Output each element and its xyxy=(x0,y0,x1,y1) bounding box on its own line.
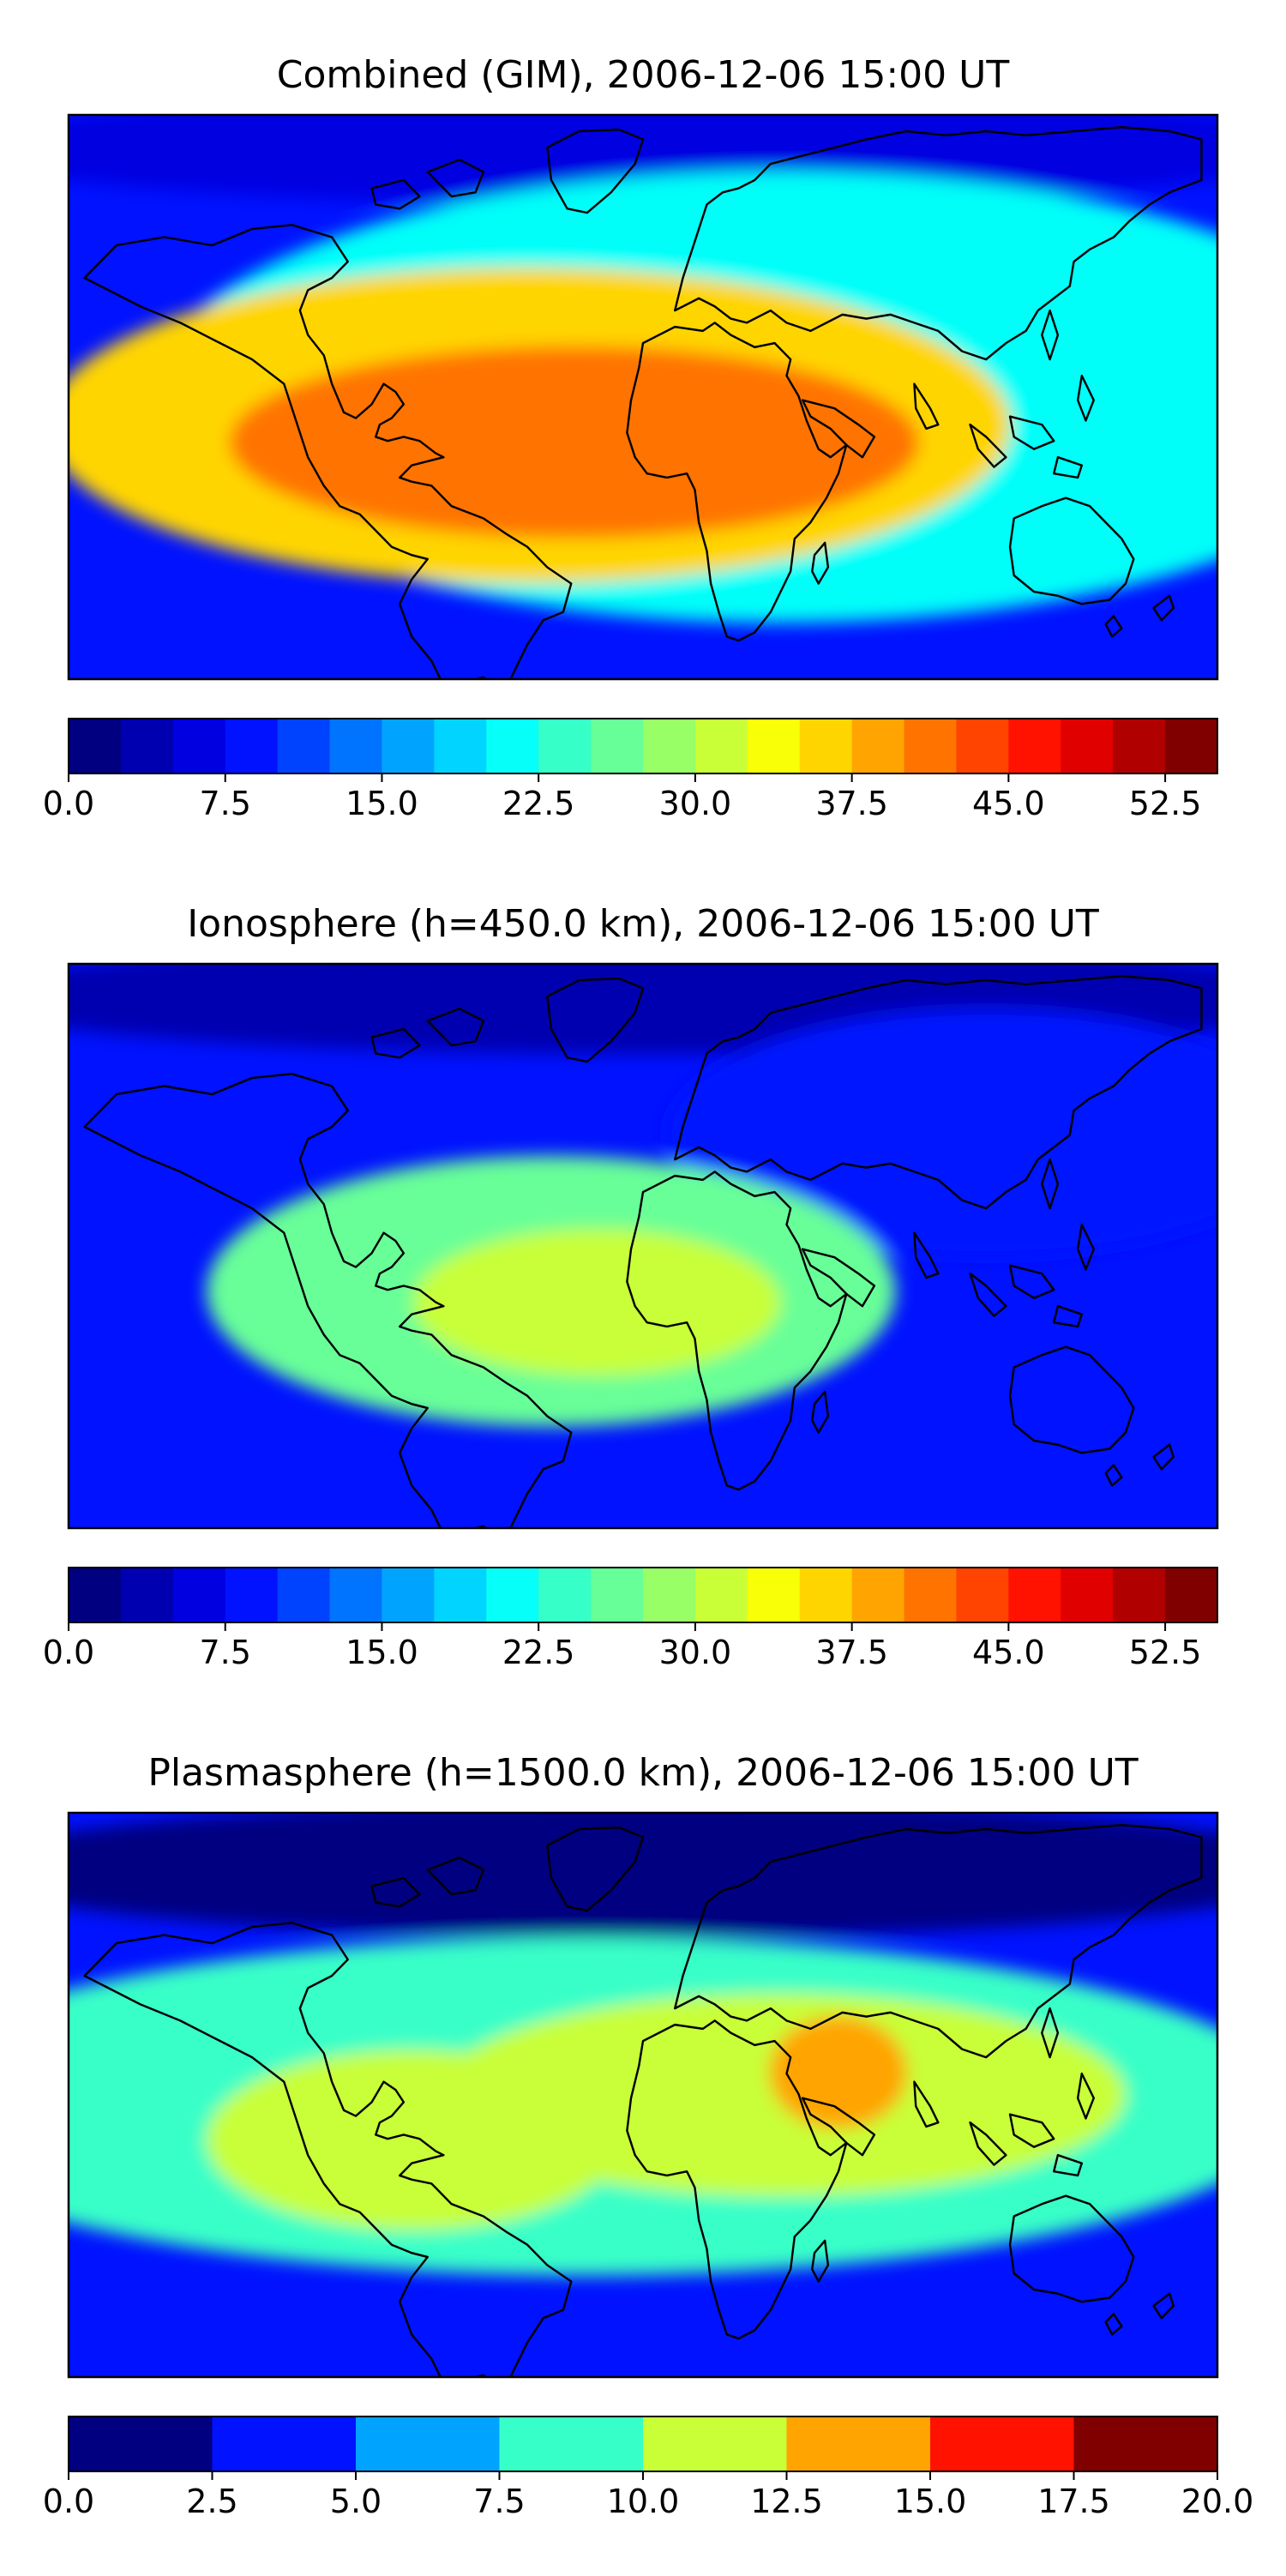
colorbar-segment xyxy=(499,2417,644,2471)
colorbar-tick-label: 45.0 xyxy=(972,1634,1045,1671)
colorbar-segment xyxy=(277,1568,331,1622)
colorbar-segment xyxy=(225,719,279,773)
map-frame xyxy=(67,962,1219,1530)
colorbar-tick-label: 15.0 xyxy=(894,2483,967,2520)
colorbar-segment xyxy=(382,719,435,773)
colorbar-tick-label: 52.5 xyxy=(1129,785,1202,822)
colorbar-tick-label: 22.5 xyxy=(502,785,575,822)
panel-title: Combined (GIM), 2006-12-06 15:00 UT xyxy=(277,53,1010,97)
colorbar-segment xyxy=(120,1568,174,1622)
colorbar-tick-label: 15.0 xyxy=(346,785,418,822)
colorbar-segment xyxy=(930,2417,1075,2471)
colorbar-segment xyxy=(277,719,331,773)
colorbar-tick-label: 37.5 xyxy=(815,785,888,822)
colorbar-segment xyxy=(225,1568,279,1622)
colorbar-tick-label: 10.0 xyxy=(607,2483,680,2520)
colorbar-segment xyxy=(643,2417,788,2471)
colorbar-segment xyxy=(1008,1568,1061,1622)
colorbar-segment xyxy=(956,1568,1009,1622)
map-panel xyxy=(69,115,1217,679)
colorbar-tick-label: 12.5 xyxy=(750,2483,823,2520)
colorbar-tick-label: 0.0 xyxy=(43,2483,94,2520)
colorbar-tick-label: 7.5 xyxy=(200,785,251,822)
contour-region xyxy=(413,1229,781,1376)
colorbar-segment xyxy=(1165,719,1218,773)
colorbar-segment xyxy=(799,719,853,773)
colorbar-tick-label: 0.0 xyxy=(43,1634,94,1671)
colorbar-segment xyxy=(1061,719,1114,773)
colorbar-segment xyxy=(591,719,644,773)
colorbar-segment xyxy=(486,719,539,773)
colorbar-tick-label: 5.0 xyxy=(330,2483,382,2520)
map-frame xyxy=(67,113,1219,681)
colorbar-segment xyxy=(904,1568,958,1622)
colorbar-segment xyxy=(356,2417,501,2471)
colorbar-tick-label: 30.0 xyxy=(659,785,732,822)
colorbar-tick-label: 2.5 xyxy=(186,2483,237,2520)
colorbar-segment xyxy=(694,1568,748,1622)
colorbar-segment xyxy=(1165,1568,1218,1622)
colorbar-segment xyxy=(212,2417,357,2471)
colorbar-segment xyxy=(172,1568,226,1622)
colorbar-segment xyxy=(69,2417,213,2471)
colorbar-segment xyxy=(1073,2417,1218,2471)
colorbar-segment xyxy=(786,2417,931,2471)
colorbar-segment xyxy=(904,719,958,773)
contour-region xyxy=(69,1813,1217,1937)
colorbar-tick-label: 20.0 xyxy=(1181,2483,1254,2520)
colorbar-segment xyxy=(747,1568,801,1622)
colorbar-tick-label: 22.5 xyxy=(502,1634,575,1671)
colorbar-segment xyxy=(956,719,1009,773)
colorbar-segment xyxy=(851,719,905,773)
contour-region xyxy=(769,2015,908,2129)
colorbar-segment xyxy=(69,719,122,773)
colorbar-tick-label: 17.5 xyxy=(1037,2483,1110,2520)
map-panel xyxy=(69,1813,1217,2377)
map-panel xyxy=(69,964,1217,1528)
colorbar-segment xyxy=(1008,719,1061,773)
colorbar-segment xyxy=(434,1568,487,1622)
contour-region xyxy=(229,346,919,539)
panel-title: Plasmasphere (h=1500.0 km), 2006-12-06 1… xyxy=(147,1751,1138,1795)
colorbar-tick-label: 30.0 xyxy=(659,1634,732,1671)
colorbar-segment xyxy=(486,1568,539,1622)
colorbar-segment xyxy=(1113,719,1166,773)
colorbar-tick-label: 45.0 xyxy=(972,785,1045,822)
colorbar-segment xyxy=(69,1568,122,1622)
colorbar-segment xyxy=(747,719,801,773)
colorbar-segment xyxy=(799,1568,853,1622)
colorbar-frame xyxy=(68,718,1218,774)
colorbar-frame xyxy=(68,1567,1218,1623)
colorbar-segment xyxy=(538,1568,592,1622)
colorbar-segment xyxy=(591,1568,644,1622)
colorbar-tick-label: 7.5 xyxy=(473,2483,525,2520)
colorbar-tick-label: 15.0 xyxy=(346,1634,418,1671)
colorbar-segment xyxy=(851,1568,905,1622)
colorbar-tick-label: 52.5 xyxy=(1129,1634,1202,1671)
colorbar-tick-label: 37.5 xyxy=(815,1634,888,1671)
colorbar-segment xyxy=(643,1568,696,1622)
colorbar-segment xyxy=(120,719,174,773)
colorbar-segment xyxy=(538,719,592,773)
panel-title: Ionosphere (h=450.0 km), 2006-12-06 15:0… xyxy=(187,902,1099,946)
colorbar-tick-label: 0.0 xyxy=(43,785,94,822)
map-frame xyxy=(67,1811,1219,2379)
colorbar-segment xyxy=(329,719,383,773)
contour-region xyxy=(665,1008,1217,1258)
colorbar-segment xyxy=(694,719,748,773)
colorbar-segment xyxy=(382,1568,435,1622)
colorbar-segment xyxy=(1113,1568,1166,1622)
colorbar-segment xyxy=(643,719,696,773)
colorbar-tick-label: 7.5 xyxy=(200,1634,251,1671)
colorbar-segment xyxy=(1061,1568,1114,1622)
colorbar-segment xyxy=(172,719,226,773)
colorbar-segment xyxy=(434,719,487,773)
colorbar-segment xyxy=(329,1568,383,1622)
